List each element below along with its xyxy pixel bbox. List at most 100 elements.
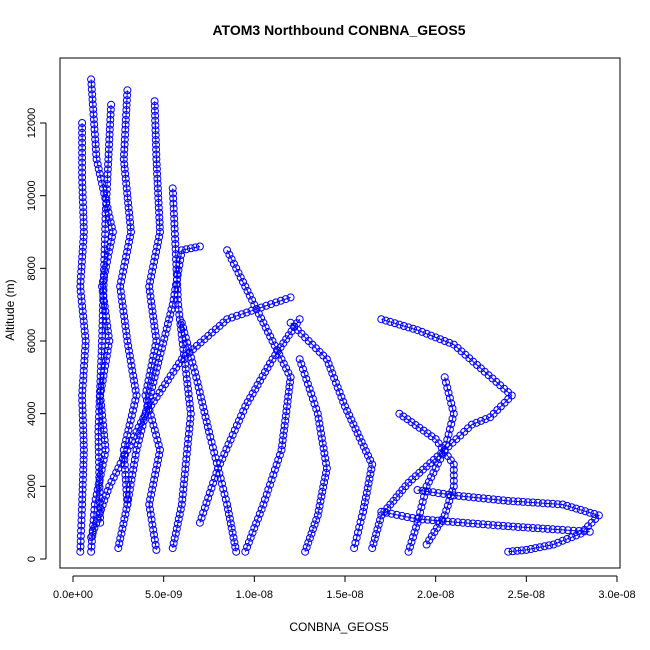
data-point <box>78 193 87 202</box>
data-point <box>115 539 124 548</box>
data-point <box>301 547 310 556</box>
data-point <box>171 529 180 538</box>
data-point <box>372 530 381 539</box>
data-point <box>365 474 374 483</box>
data-point <box>98 326 107 335</box>
data-point <box>121 130 130 139</box>
data-point <box>524 523 532 532</box>
data-point <box>100 297 108 306</box>
data-point <box>100 260 109 269</box>
data-point <box>131 451 140 459</box>
data-point <box>230 538 239 547</box>
data-point <box>118 524 127 533</box>
data-point <box>123 446 132 454</box>
data-point <box>268 355 277 364</box>
data-point <box>77 511 86 519</box>
data-point <box>125 485 134 494</box>
data-point <box>407 418 416 427</box>
data-point <box>352 533 361 542</box>
data-point <box>256 376 265 385</box>
data-point <box>553 525 562 534</box>
data-point <box>124 198 133 207</box>
data-point <box>87 80 96 89</box>
data-point <box>105 135 114 144</box>
data-point <box>94 427 103 436</box>
data-point <box>121 510 130 519</box>
data-point <box>339 397 348 406</box>
data-point <box>431 333 440 342</box>
data-point <box>223 315 232 324</box>
data-point <box>149 421 158 430</box>
data-point <box>531 544 540 553</box>
data-point <box>442 506 451 515</box>
data-point <box>341 402 349 411</box>
data-point <box>447 420 456 428</box>
data-point <box>104 155 113 164</box>
data-point <box>79 421 88 430</box>
data-point <box>80 327 89 336</box>
data-point <box>122 480 131 489</box>
data-point <box>243 543 252 551</box>
data-point <box>123 337 132 345</box>
data-point <box>154 198 163 207</box>
data-point <box>97 342 106 350</box>
data-point <box>425 536 434 545</box>
data-point <box>229 259 238 268</box>
data-point <box>269 470 278 479</box>
data-point <box>286 293 295 302</box>
data-point <box>224 509 233 518</box>
data-point <box>106 110 115 119</box>
data-point <box>484 494 493 503</box>
data-point <box>398 511 406 520</box>
data-point <box>77 292 86 301</box>
y-tick-label: 8000 <box>26 256 38 280</box>
data-point <box>304 538 313 547</box>
data-point <box>459 492 468 501</box>
data-point <box>80 361 88 370</box>
data-point <box>127 361 136 370</box>
data-point <box>87 542 96 551</box>
data-point <box>387 509 396 518</box>
data-point <box>151 368 160 377</box>
data-point <box>152 160 161 169</box>
data-point <box>374 520 383 529</box>
series-line <box>408 377 455 552</box>
data-point <box>184 434 193 443</box>
data-point <box>103 170 112 179</box>
data-point <box>548 499 557 508</box>
data-point <box>315 502 324 510</box>
data-point <box>104 247 113 256</box>
data-point <box>98 331 107 340</box>
data-point <box>270 465 279 474</box>
data-point <box>125 490 133 499</box>
data-point <box>107 233 116 241</box>
data-point <box>148 267 157 276</box>
data-point <box>411 421 420 429</box>
data-point <box>174 266 183 274</box>
data-point <box>95 397 104 406</box>
data-point <box>484 520 493 529</box>
data-point <box>504 547 513 556</box>
data-point <box>284 368 293 377</box>
data-point <box>538 499 547 508</box>
data-point <box>114 544 123 553</box>
data-point <box>176 505 185 514</box>
data-point <box>99 291 108 300</box>
data-point <box>558 525 567 534</box>
data-point <box>360 498 369 507</box>
data-point <box>90 524 99 532</box>
data-point <box>76 282 85 291</box>
data-point <box>275 350 284 359</box>
data-point <box>585 508 594 517</box>
data-point <box>104 150 113 159</box>
data-point <box>100 245 109 254</box>
data-point <box>109 473 118 482</box>
data-point <box>77 526 86 535</box>
data-point <box>79 460 88 469</box>
data-point <box>444 388 453 397</box>
data-point <box>239 407 248 416</box>
data-point <box>422 482 431 491</box>
data-point <box>148 485 157 494</box>
data-point <box>155 218 164 227</box>
